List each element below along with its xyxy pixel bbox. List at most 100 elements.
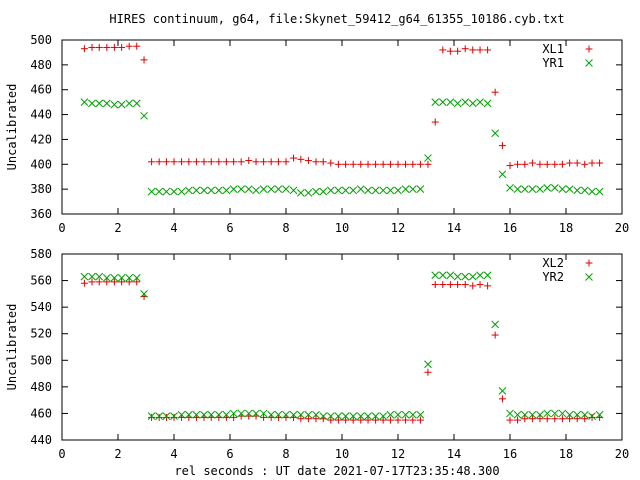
data-point [528,410,537,419]
data-point [296,410,305,419]
data-point [409,416,417,424]
data-point [88,272,96,281]
data-point [550,184,559,192]
data-point [506,416,514,424]
data-point [349,416,357,424]
data-point [282,158,290,166]
data-point [110,278,118,286]
x-tick-label: 12 [391,221,405,235]
data-point [431,98,440,106]
data-point [200,410,208,419]
legend-label: XL1 [542,42,564,56]
x-tick-label: 18 [559,447,573,461]
data-point [573,159,581,167]
data-point [566,415,574,423]
data-point [408,185,417,193]
data-point [200,186,208,195]
data-point [304,415,312,423]
data-point [439,281,447,289]
data-point [491,320,500,329]
data-point [110,274,119,282]
data-point [132,274,141,282]
data-point [596,159,604,167]
legend-label: YR1 [542,56,564,70]
y-tick-label: 500 [30,353,52,367]
data-point [439,46,447,54]
data-point [469,282,477,290]
data-point [520,185,529,193]
data-point [424,160,432,168]
data-point [95,272,104,281]
data-point [543,415,551,423]
data-point [162,413,170,421]
data-point [386,186,395,195]
data-point [461,98,470,106]
x-tick-label: 10 [335,447,349,461]
y-axis-label: Uncalibrated [5,84,19,171]
data-point [297,415,305,423]
figure-title: HIRES continuum, g64, file:Skynet_59412_… [109,12,564,26]
data-point [476,98,484,106]
data-point [80,98,89,106]
data-point [580,186,589,195]
data-point [588,412,596,420]
data-point [274,410,283,419]
data-point [148,413,156,421]
data-point [222,410,231,419]
data-point [573,410,582,419]
x-tick-label: 16 [503,447,517,461]
data-point [132,99,141,108]
data-point [229,409,238,418]
plot-frame [61,39,623,215]
x-axis-label: rel seconds : UT date 2021-07-17T23:35:4… [174,464,499,478]
data-point [356,412,365,420]
data-point [431,281,439,289]
data-point [162,187,171,196]
data-point [528,159,536,167]
y-tick-label: 540 [30,300,52,314]
y-tick-label: 500 [30,33,52,47]
data-point [230,158,238,166]
data-point [282,185,290,193]
data-point [573,186,582,195]
data-point [491,88,499,96]
data-point [453,272,462,281]
data-point [259,185,268,193]
data-point [483,271,492,280]
x-tick-label: 4 [170,447,177,461]
data-point [386,416,394,424]
data-point [214,186,223,195]
data-point [416,185,425,193]
y-tick-label: 420 [30,132,52,146]
data-point [244,185,253,193]
data-point [424,154,432,162]
y-tick-label: 380 [30,182,52,196]
legend-marker [585,259,593,267]
data-point [543,409,552,418]
data-point [274,185,283,193]
data-point [491,331,499,339]
data-point [379,186,388,195]
data-point [521,160,529,168]
data-point [170,412,178,420]
data-point [252,409,260,418]
data-point [289,186,298,195]
data-point [178,158,186,166]
data-point [192,410,201,419]
data-point [394,186,402,195]
data-point [483,99,492,108]
data-point [491,129,500,138]
data-point [514,160,522,168]
data-point [110,100,119,109]
data-point [401,410,410,419]
data-point [438,271,447,280]
data-point [327,159,335,167]
data-point [461,272,470,281]
data-point [536,185,544,193]
legend-marker [585,273,593,281]
series-YR1 [80,98,604,197]
data-point [394,160,402,168]
data-point [312,410,320,419]
y-tick-label: 480 [30,58,52,72]
